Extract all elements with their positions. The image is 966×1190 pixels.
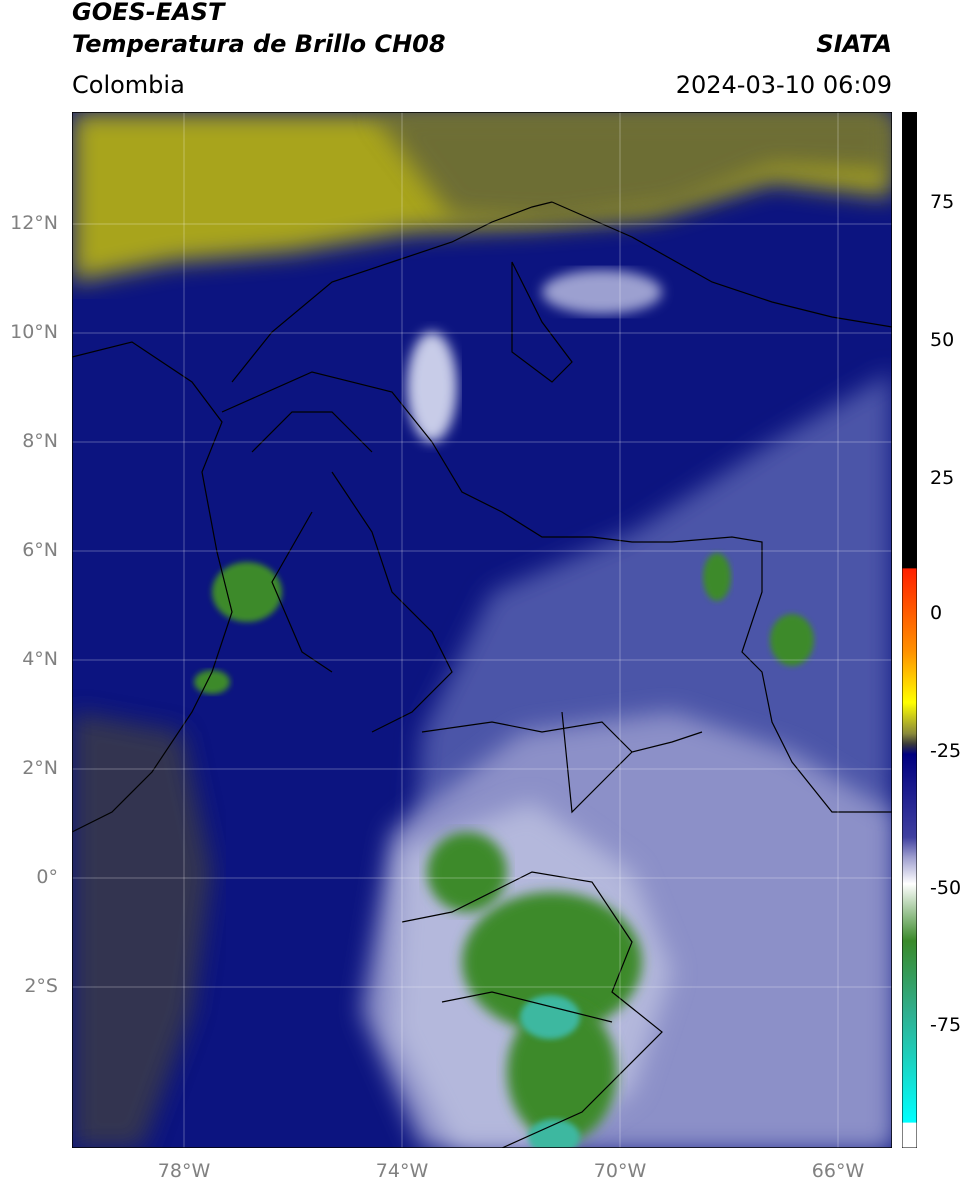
grey-zone-northeast (372, 112, 892, 222)
lon-label-70w: 70°W (593, 1160, 647, 1182)
lat-label-0: 0° (36, 866, 58, 888)
colorbar-label-0: 0 (930, 602, 943, 624)
lat-label-8n: 8°N (22, 430, 58, 452)
title-line-1: GOES-EAST (72, 0, 225, 26)
teal-core-2 (528, 1119, 580, 1148)
lon-label-66w: 66°W (811, 1160, 865, 1182)
colorbar-label-50: 50 (930, 329, 955, 351)
map-gridlines (72, 112, 892, 1148)
green-cell-west (212, 562, 282, 622)
white-cloud-north (407, 332, 457, 442)
lat-label-2n: 2°N (22, 757, 58, 779)
colorbar-label-minus75: -75 (930, 1014, 962, 1036)
satellite-map (72, 112, 892, 1148)
lon-label-74w: 74°W (375, 1160, 429, 1182)
green-cell-far-east (770, 614, 814, 666)
green-cell-amazon (462, 892, 642, 1032)
colorbar-label-minus25: -25 (930, 740, 962, 762)
lon-label-78w: 78°W (157, 1160, 211, 1182)
region-label: Colombia (72, 71, 185, 99)
grey-zone-west (72, 712, 212, 1148)
coastlines-and-borders (72, 201, 892, 1148)
green-cell-amazon-2 (427, 832, 507, 912)
title-line-2: Temperatura de Brillo CH08 (72, 30, 446, 58)
green-cell-east (703, 553, 731, 601)
white-cloud-northeast (542, 270, 662, 314)
teal-core (520, 995, 580, 1039)
green-cell-west-2 (194, 670, 230, 694)
lat-label-10n: 10°N (10, 321, 58, 343)
green-cell-south (507, 1002, 617, 1142)
timestamp-label: 2024-03-10 06:09 (675, 71, 892, 99)
brand-label: SIATA (816, 30, 892, 58)
lat-label-12n: 12°N (10, 212, 58, 234)
colorbar (902, 112, 917, 1148)
colorbar-label-25: 25 (930, 467, 955, 489)
colorbar-label-75: 75 (930, 191, 955, 213)
lat-label-2s: 2°S (24, 975, 58, 997)
colorbar-label-minus50: -50 (930, 877, 962, 899)
colorbar-fill (902, 112, 917, 1148)
lat-label-6n: 6°N (22, 539, 58, 561)
lat-label-4n: 4°N (22, 648, 58, 670)
